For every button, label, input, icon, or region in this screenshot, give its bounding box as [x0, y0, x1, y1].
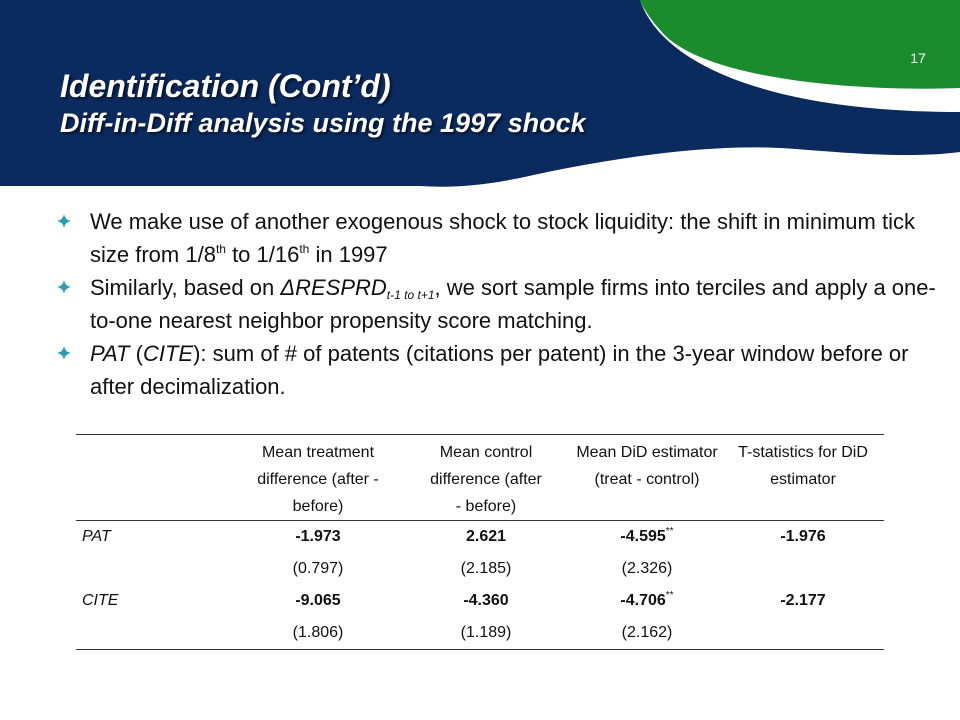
- bullet-item: Similarly, based on ΔRESPRDt-1 to t+1, w…: [50, 271, 940, 337]
- superscript: th: [215, 242, 226, 256]
- treat-cell: -1.973: [295, 528, 341, 545]
- bullet-text: in 1997: [309, 242, 388, 267]
- control-cell: 2.621: [465, 528, 507, 545]
- diamond-bullet-icon: [57, 346, 71, 360]
- tstat-cell: [722, 553, 884, 585]
- bullet-item: PAT (CITE): sum of # of patents (citatio…: [50, 337, 940, 403]
- slide-title: Identification (Cont’d): [60, 68, 391, 104]
- significance-stars: **: [665, 526, 674, 537]
- control-se-cell: (2.185): [460, 560, 512, 577]
- did-cell: -4.706**: [572, 585, 722, 617]
- diamond-bullet-icon: [57, 214, 71, 228]
- did-value: (2.162): [621, 624, 673, 641]
- bullet-text: We make use of another exogenous shock t…: [90, 209, 915, 267]
- control-se-cell: (1.189): [400, 617, 572, 650]
- table-row: (1.806) (1.189) (2.162): [76, 617, 884, 650]
- significance-stars: **: [665, 590, 674, 601]
- variable-name: ΔRESPRD: [280, 275, 387, 300]
- superscript: th: [299, 242, 310, 256]
- header-cell-treatment: Mean treatment difference (after - befor…: [257, 444, 379, 515]
- bullet-text: , we sort sample firms into terciles and…: [90, 275, 936, 333]
- did-value: -4.595: [620, 528, 666, 545]
- tstat-cell: [722, 617, 884, 650]
- tstat-cell: -1.976: [780, 528, 826, 545]
- results-table-wrapper: Mean treatment difference (after - befor…: [76, 434, 884, 650]
- subscript: t-1 to t+1: [386, 288, 435, 302]
- did-value: -4.706: [620, 592, 666, 609]
- treat-se-cell: (0.797): [292, 560, 344, 577]
- bullet-text: ): sum of # of patents (citations per pa…: [90, 341, 909, 399]
- bullet-list: We make use of another exogenous shock t…: [50, 205, 940, 403]
- header-cell-tstat: T-statistics for DiD estimator: [738, 444, 868, 488]
- table-row: CITE -9.065 -4.360 -4.706** -2.177: [76, 585, 884, 617]
- row-label: [76, 553, 236, 585]
- row-label: [76, 617, 236, 650]
- bullet-item: We make use of another exogenous shock t…: [50, 205, 940, 271]
- row-label: CITE: [82, 592, 119, 609]
- did-se-cell: (2.162): [572, 617, 722, 650]
- bullet-text: (: [129, 341, 143, 366]
- bullet-text: Similarly, based on: [90, 275, 281, 300]
- title-block: Identification (Cont’d) Diff-in-Diff ana…: [60, 66, 586, 140]
- header-banner: [0, 0, 960, 187]
- bullet-text: to 1/16: [225, 242, 300, 267]
- table-row: PAT -1.973 2.621 -4.595** -1.976: [76, 521, 884, 554]
- header-green-shape: [640, 0, 960, 89]
- header-navy-shape: [0, 0, 960, 187]
- did-value: (2.326): [621, 560, 673, 577]
- table-row: (0.797) (2.185) (2.326): [76, 553, 884, 585]
- header-cell-control: Mean control difference (after - before): [430, 444, 542, 515]
- treat-cell: -9.065: [295, 592, 341, 609]
- row-label: PAT: [82, 528, 111, 545]
- table-header-row: Mean treatment difference (after - befor…: [76, 434, 884, 521]
- slide-subtitle: Diff-in-Diff analysis using the 1997 sho…: [60, 108, 586, 138]
- variable-name: PAT: [90, 341, 130, 366]
- header-cell-did: Mean DiD estimator (treat - control): [576, 444, 718, 488]
- tstat-cell: -2.177: [780, 592, 826, 609]
- header-cell-empty: [76, 435, 236, 521]
- slide-number: 17: [910, 50, 926, 66]
- variable-name: CITE: [142, 341, 194, 366]
- did-results-table: Mean treatment difference (after - befor…: [76, 434, 884, 650]
- did-se-cell: (2.326): [572, 553, 722, 585]
- control-cell: -4.360: [463, 592, 509, 609]
- diamond-bullet-icon: [57, 280, 71, 294]
- treat-se-cell: (1.806): [236, 617, 400, 650]
- did-cell: -4.595**: [572, 521, 722, 554]
